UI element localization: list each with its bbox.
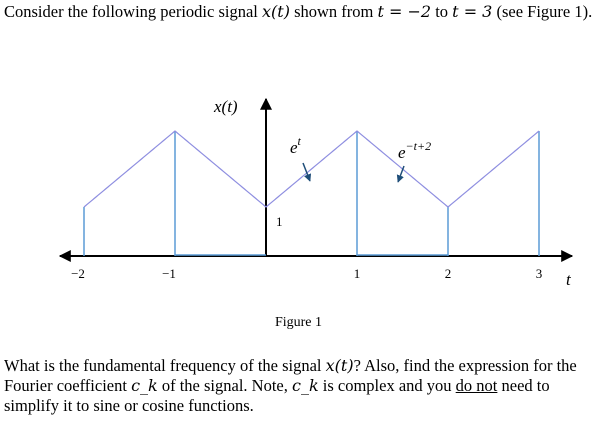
arrow-exp-rising — [302, 162, 312, 182]
fourier-coefficient: c_k — [131, 376, 158, 395]
question-text: What is the fundamental frequency of the… — [4, 356, 326, 375]
arrow-exp-decaying — [396, 165, 405, 183]
intro-signal: x(t) — [262, 2, 290, 21]
level-label: 1 — [276, 214, 283, 229]
label-exp-decaying: e−t+2 — [398, 139, 431, 162]
x-tick-label: −2 — [71, 266, 85, 281]
question-signal: x(t) — [325, 356, 354, 375]
underlined-text: do not — [455, 376, 498, 395]
x-tick-label: 3 — [536, 266, 543, 281]
intro-end-time: t = 3 — [452, 2, 493, 21]
question-paragraph: What is the fundamental frequency of the… — [4, 356, 594, 416]
signal-curve — [83, 130, 540, 208]
intro-text: Consider the following periodic signal — [4, 2, 262, 21]
x-tick-label: 2 — [445, 266, 452, 281]
x-tick-labels: −2 −1 1 2 3 — [71, 266, 542, 281]
question-text: need to simplify it to sine or cosine fu… — [4, 376, 550, 415]
x-axis-label: t — [566, 270, 572, 289]
intro-text: shown from — [289, 2, 378, 21]
x-tick-label: 1 — [354, 266, 361, 281]
y-axis-label: x(t) — [213, 97, 238, 116]
intro-start-time: t = −2 — [377, 2, 432, 21]
question-text: ? Also, find the expression for the Four… — [4, 356, 577, 395]
intro-text: to — [431, 2, 453, 21]
question-text: of the signal. Note, — [157, 376, 292, 395]
figure-caption: Figure 1 — [274, 315, 323, 330]
intro-paragraph: Consider the following periodic signal x… — [4, 2, 594, 22]
intro-text: (see Figure 1). — [492, 2, 593, 21]
fourier-coefficient: c_k — [291, 376, 319, 395]
x-tick-label: −1 — [162, 266, 176, 281]
question-text: is complex and you — [318, 376, 456, 395]
signal-stems — [83, 131, 540, 256]
label-exp-rising: et — [290, 134, 302, 157]
